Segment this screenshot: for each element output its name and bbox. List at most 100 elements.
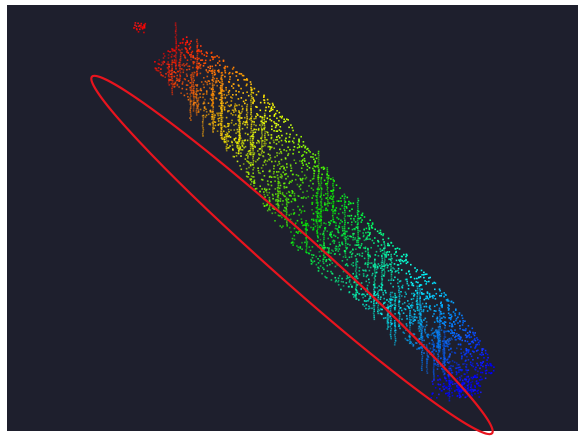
point	[391, 269, 393, 272]
point	[377, 298, 379, 301]
point	[280, 177, 283, 179]
point	[282, 171, 284, 174]
point	[455, 373, 458, 376]
point	[222, 137, 224, 140]
point	[318, 208, 320, 210]
point	[450, 379, 452, 382]
point	[189, 46, 192, 48]
point	[450, 332, 452, 335]
point	[344, 211, 346, 214]
point	[285, 177, 287, 180]
point	[232, 114, 234, 116]
point	[390, 259, 392, 262]
point	[320, 180, 322, 182]
point	[305, 245, 308, 247]
point	[385, 256, 387, 258]
point	[273, 171, 275, 173]
point	[447, 312, 450, 315]
point	[386, 263, 388, 265]
point	[263, 99, 265, 101]
point	[383, 247, 385, 250]
point	[235, 155, 238, 157]
point	[413, 313, 416, 315]
point	[426, 281, 428, 283]
point	[370, 226, 373, 229]
point	[383, 249, 385, 251]
point	[220, 126, 222, 128]
point	[272, 108, 274, 111]
point	[347, 237, 349, 240]
point	[317, 262, 320, 264]
point	[426, 372, 429, 374]
point	[260, 126, 263, 128]
point	[418, 322, 421, 324]
point	[271, 102, 274, 105]
point	[173, 55, 176, 57]
point	[381, 278, 384, 281]
point	[211, 116, 214, 118]
point	[260, 120, 262, 123]
point	[240, 137, 242, 139]
point	[420, 314, 422, 316]
point	[279, 167, 281, 170]
point	[231, 109, 234, 111]
point	[378, 285, 380, 287]
point	[481, 371, 484, 374]
point	[287, 152, 290, 155]
point	[297, 249, 299, 251]
point	[381, 308, 383, 311]
point	[423, 276, 425, 279]
point	[386, 306, 389, 308]
point	[291, 240, 294, 243]
point	[217, 80, 220, 82]
point	[427, 333, 429, 336]
point	[397, 285, 400, 288]
point	[200, 50, 203, 52]
point	[365, 231, 367, 234]
point	[249, 179, 252, 181]
point	[270, 119, 273, 122]
point	[357, 233, 359, 236]
point	[250, 111, 252, 114]
point	[230, 129, 232, 131]
point	[412, 323, 414, 325]
point	[322, 266, 324, 269]
point	[181, 52, 183, 54]
point	[332, 250, 334, 253]
point	[421, 355, 424, 357]
point	[245, 167, 248, 170]
point	[468, 378, 471, 380]
point	[465, 379, 467, 382]
point	[217, 62, 219, 64]
point	[218, 56, 220, 59]
point	[422, 274, 425, 276]
point	[318, 182, 320, 185]
point	[168, 80, 170, 82]
point	[382, 317, 385, 320]
point	[308, 185, 310, 187]
point	[310, 262, 313, 265]
point	[468, 389, 471, 392]
point	[421, 365, 423, 367]
point	[287, 201, 290, 204]
point	[301, 222, 303, 224]
point	[248, 150, 251, 152]
point	[388, 305, 390, 308]
point	[279, 215, 282, 217]
point	[368, 269, 371, 272]
point	[196, 72, 199, 75]
point	[365, 237, 368, 240]
point	[211, 56, 213, 58]
point	[485, 364, 487, 367]
point	[309, 179, 312, 182]
point	[399, 327, 401, 330]
point	[239, 139, 241, 141]
point	[197, 105, 199, 107]
point	[283, 209, 285, 212]
point	[477, 341, 480, 344]
point	[333, 240, 336, 242]
point	[455, 362, 458, 364]
point	[250, 109, 252, 112]
point	[155, 69, 158, 71]
point	[440, 295, 442, 297]
